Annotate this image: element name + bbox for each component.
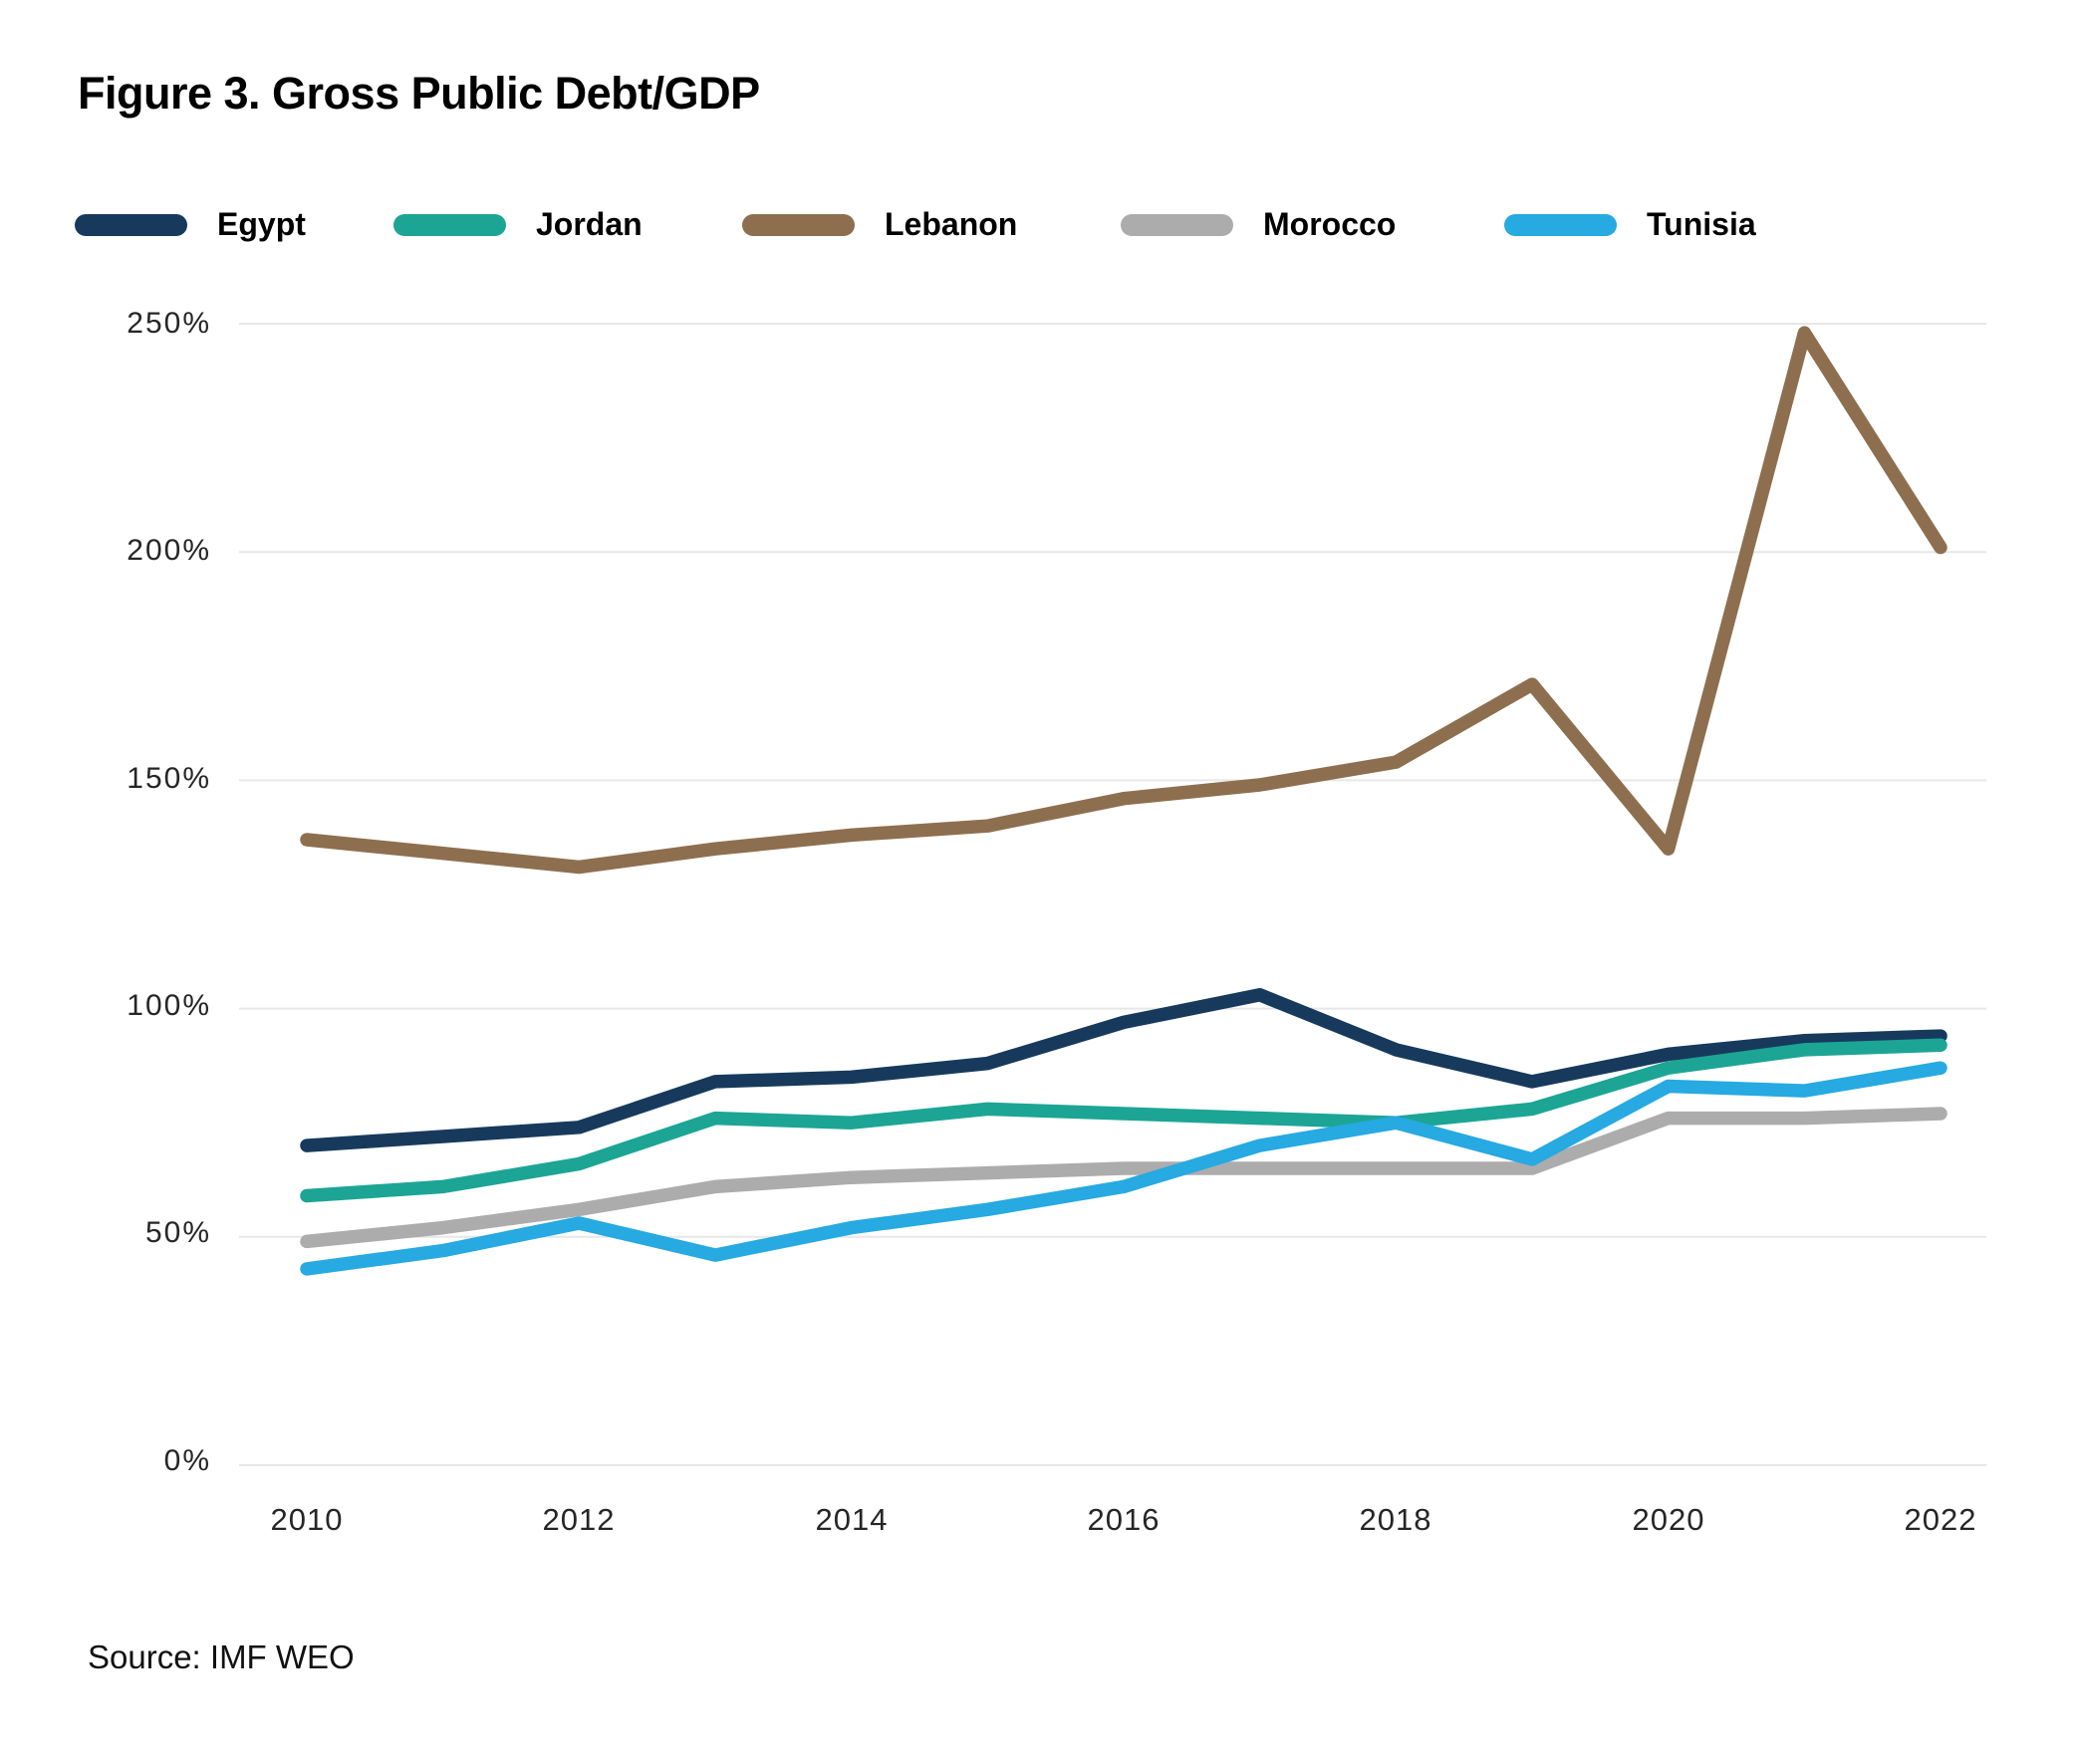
gridlines xyxy=(239,323,1986,1466)
morocco-line-swatch-icon xyxy=(1121,213,1233,236)
x-tick-2018: 2018 xyxy=(1359,1502,1432,1537)
y-tick-200: 200% xyxy=(127,534,211,567)
y-tick-100: 100% xyxy=(127,989,211,1022)
legend-label-jordan: Jordan xyxy=(536,206,643,242)
legend-item-morocco: Morocco xyxy=(1121,202,1396,247)
egypt-line-swatch-icon xyxy=(75,213,187,236)
legend-label-egypt: Egypt xyxy=(217,206,306,242)
series-line-morocco xyxy=(300,1107,1947,1249)
series-line-egypt xyxy=(300,988,1947,1152)
series-line-jordan xyxy=(300,1038,1947,1203)
legend-label-morocco: Morocco xyxy=(1263,206,1397,242)
figure-title: Figure 3. Gross Public Debt/GDP xyxy=(78,68,760,119)
x-tick-2016: 2016 xyxy=(1087,1502,1161,1537)
y-tick-150: 150% xyxy=(127,762,211,795)
y-tick-0: 0% xyxy=(163,1444,211,1477)
x-tick-2012: 2012 xyxy=(542,1502,616,1537)
legend-label-lebanon: Lebanon xyxy=(885,206,1018,242)
legend: Egypt Jordan Lebanon Morocco Tunisia xyxy=(0,202,2076,252)
y-tick-50: 50% xyxy=(144,1216,211,1249)
jordan-line-swatch-icon xyxy=(393,213,506,236)
x-tick-2022: 2022 xyxy=(1904,1502,1977,1537)
source-note: Source: IMF WEO xyxy=(88,1638,355,1675)
series-lines xyxy=(300,326,1947,1276)
legend-label-tunisia: Tunisia xyxy=(1647,206,1756,242)
tunisia-line-swatch-icon xyxy=(1504,213,1617,236)
x-tick-2010: 2010 xyxy=(270,1502,344,1537)
legend-item-egypt: Egypt xyxy=(75,202,306,247)
series-line-tunisia xyxy=(300,1061,1947,1276)
legend-item-tunisia: Tunisia xyxy=(1504,202,1756,247)
lebanon-line-swatch-icon xyxy=(742,213,855,236)
x-tick-2014: 2014 xyxy=(815,1502,889,1537)
legend-item-jordan: Jordan xyxy=(393,202,643,247)
legend-item-lebanon: Lebanon xyxy=(742,202,1017,247)
series-line-lebanon xyxy=(300,326,1947,875)
x-tick-2020: 2020 xyxy=(1632,1502,1705,1537)
y-tick-250: 250% xyxy=(127,307,211,340)
